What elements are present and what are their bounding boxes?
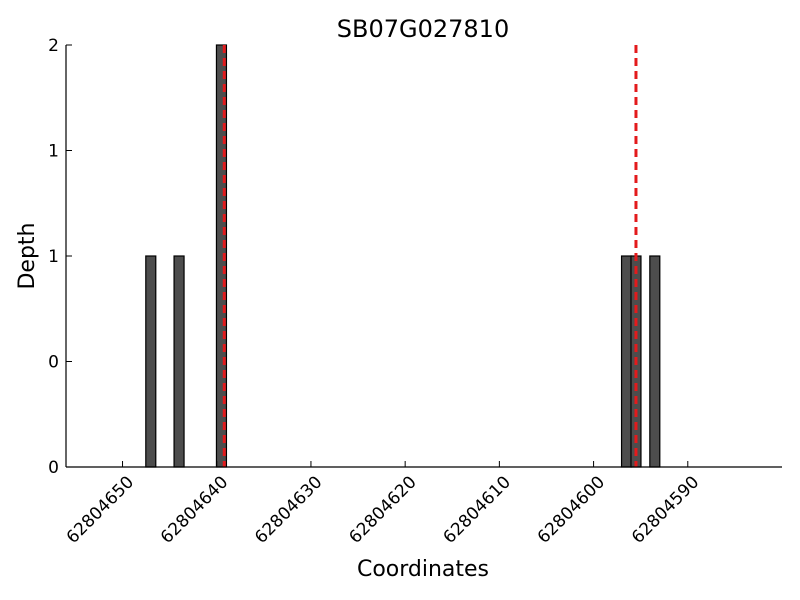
x-axis-label: Coordinates (357, 557, 489, 582)
bar-3 (620, 255, 633, 468)
x-tick-label-6: 62804590 (628, 472, 703, 547)
chart-title: SB07G027810 (337, 15, 509, 43)
bar-5 (649, 255, 661, 468)
x-tick-label-5: 62804600 (534, 472, 609, 547)
y-tick-label-2: 1 (48, 247, 59, 267)
x-tick-label-2: 62804630 (251, 472, 326, 547)
x-tick-label-4: 62804610 (440, 472, 515, 547)
y-tick-label-3: 1 (48, 142, 59, 162)
y-ticks: 0 0 1 1 2 (48, 36, 72, 478)
markers-layer (222, 45, 638, 467)
y-tick-label-0: 0 (48, 458, 59, 478)
y-tick-label-1: 0 (48, 353, 59, 373)
x-tick-label-3: 62804620 (345, 472, 420, 547)
bar-1 (173, 255, 185, 468)
x-tick-label-0: 62804650 (63, 472, 138, 547)
y-tick-label-4: 2 (48, 36, 59, 56)
x-ticks: 62804650 62804640 62804630 62804620 62804610… (63, 461, 703, 548)
axes-layer (65, 45, 782, 468)
y-axis-label: Depth (15, 222, 40, 289)
bar-0 (145, 255, 157, 468)
x-tick-label-1: 62804640 (157, 472, 232, 547)
